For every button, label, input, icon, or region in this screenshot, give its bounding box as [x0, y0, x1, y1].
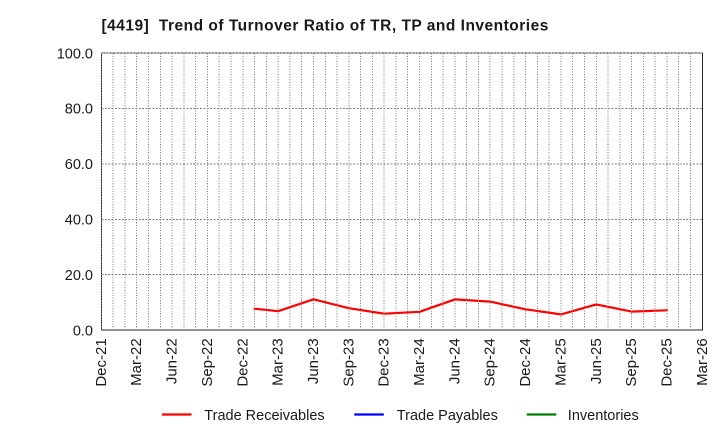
svg-text:Dec-23: Dec-23: [376, 338, 393, 386]
svg-text:Sep-22: Sep-22: [199, 338, 216, 386]
svg-text:Trade Payables: Trade Payables: [397, 408, 498, 424]
svg-text:Sep-25: Sep-25: [623, 338, 640, 386]
svg-text:Sep-23: Sep-23: [340, 338, 357, 386]
svg-text:Mar-23: Mar-23: [270, 338, 287, 386]
svg-text:Jun-23: Jun-23: [305, 338, 322, 384]
svg-text:80.0: 80.0: [65, 102, 93, 118]
svg-text:Jun-25: Jun-25: [588, 338, 605, 384]
svg-text:Mar-24: Mar-24: [411, 338, 428, 386]
svg-text:Mar-26: Mar-26: [694, 338, 711, 386]
svg-text:0.0: 0.0: [73, 323, 93, 339]
svg-text:Dec-21: Dec-21: [93, 338, 110, 386]
svg-text:Mar-22: Mar-22: [128, 338, 145, 386]
svg-text:100.0: 100.0: [57, 46, 93, 62]
svg-text:Jun-22: Jun-22: [164, 338, 181, 384]
svg-text:Inventories: Inventories: [568, 408, 639, 424]
svg-text:60.0: 60.0: [65, 157, 93, 173]
svg-text:Dec-25: Dec-25: [659, 338, 676, 386]
svg-text:[4419] Trend of Turnover Rati: [4419] Trend of Turnover Ratio of TR, TP…: [102, 17, 549, 34]
svg-text:Mar-25: Mar-25: [552, 338, 569, 386]
svg-text:Trade Receivables: Trade Receivables: [204, 408, 324, 424]
svg-text:Jun-24: Jun-24: [446, 338, 463, 384]
svg-text:Sep-24: Sep-24: [482, 338, 499, 386]
svg-text:Dec-22: Dec-22: [234, 338, 251, 386]
svg-text:40.0: 40.0: [65, 213, 93, 229]
svg-text:Dec-24: Dec-24: [517, 338, 534, 386]
svg-text:20.0: 20.0: [65, 268, 93, 284]
